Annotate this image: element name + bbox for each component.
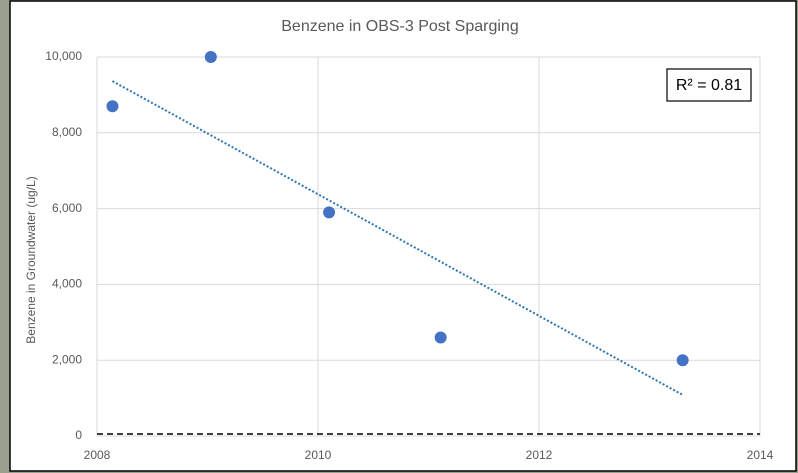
y-tick-label: 8,000 — [52, 125, 82, 139]
point — [323, 206, 336, 219]
chart-title: Benzene in OBS-3 Post Sparging — [281, 18, 518, 35]
y-tick-label: 6,000 — [52, 201, 82, 215]
point — [204, 51, 217, 63]
annotation: R² = 0.81 — [676, 77, 742, 94]
y-tick-label: 2,000 — [52, 352, 82, 366]
point — [676, 354, 689, 367]
y-tick-label: 0 — [75, 428, 82, 442]
annotation-box — [666, 68, 752, 102]
x-tick-label: 2012 — [526, 448, 553, 462]
point — [106, 100, 119, 113]
chart-frame — [9, 0, 797, 472]
x-tick-label: 2010 — [305, 448, 332, 462]
y-axis-label: Benzene in Groundwater (ug/L) — [24, 176, 38, 343]
x-tick-label: 2014 — [747, 448, 774, 462]
y-tick-label: 10,000 — [45, 49, 82, 63]
trendline — [111, 80, 684, 396]
x-tick-label: 2008 — [84, 448, 111, 462]
y-tick-label: 4,000 — [52, 277, 82, 291]
point — [434, 331, 447, 344]
